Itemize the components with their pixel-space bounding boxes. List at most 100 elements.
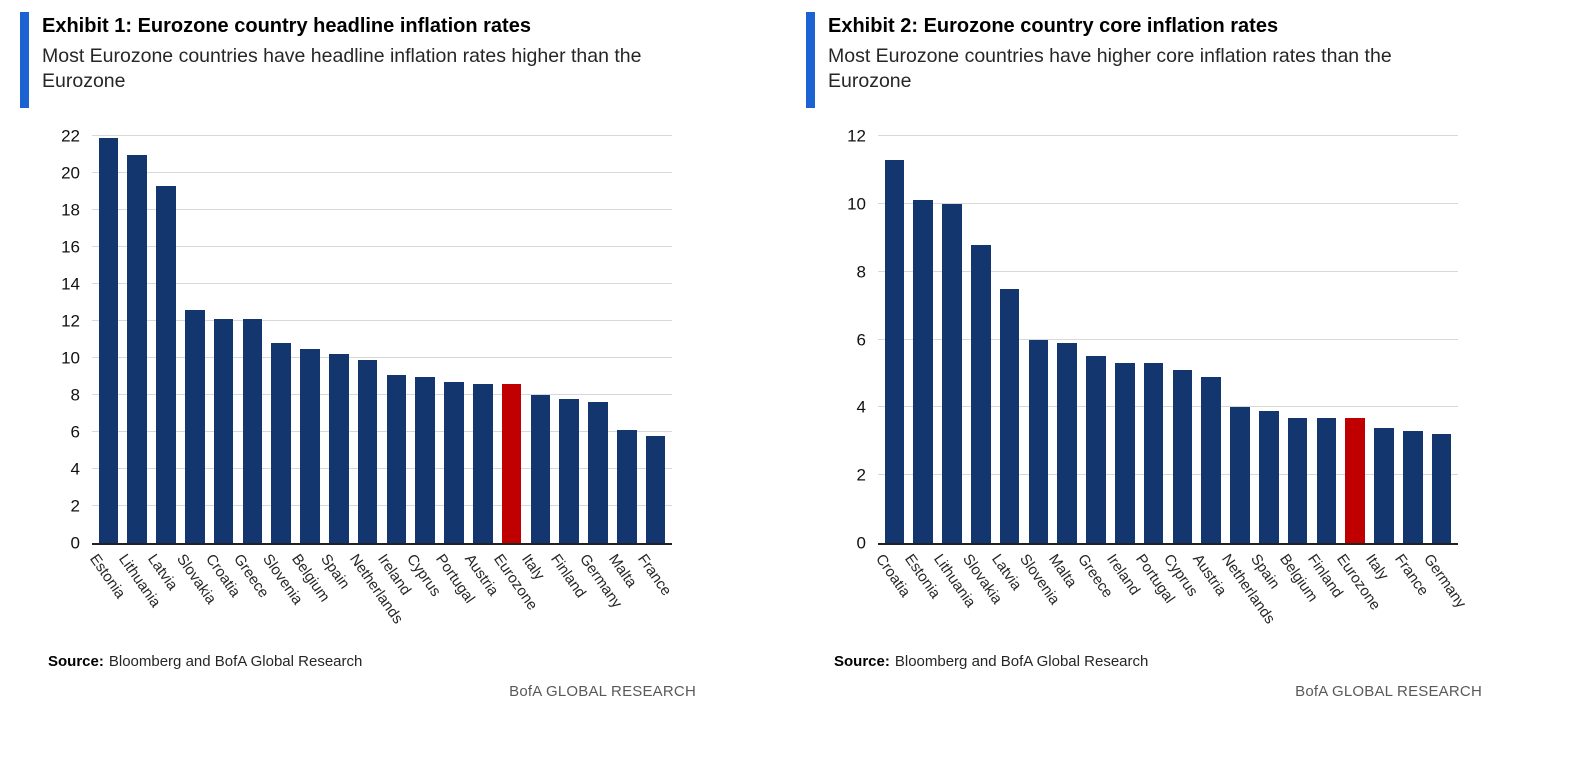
bar-austria [472, 383, 493, 543]
source-line: Source: Bloomberg and BofA Global Researc… [834, 653, 1482, 670]
x-tick-label: Germany [1419, 551, 1469, 612]
bofa-global-research-footer: BofA GLOBAL RESEARCH [509, 683, 696, 700]
bar-slot [995, 136, 1024, 543]
y-tick-label: 2 [856, 465, 866, 485]
bar-slovakia [971, 244, 991, 543]
bar-slot [880, 136, 909, 543]
bar-france [645, 435, 666, 543]
bar-slot [1283, 136, 1312, 543]
source-label: Source: [48, 653, 104, 670]
bar-portugal [1143, 363, 1164, 543]
gridline [92, 135, 672, 136]
bar-france [1402, 431, 1423, 543]
bar-slot [909, 136, 938, 543]
bar-portugal [444, 382, 464, 543]
bar-malta [616, 430, 637, 543]
y-tick-label: 6 [70, 422, 80, 442]
bar-croatia [884, 159, 905, 543]
bar-netherlands [357, 359, 378, 543]
exhibit-1-header: Exhibit 1: Eurozone country headline inf… [20, 12, 750, 108]
exhibit-1-titles: Exhibit 1: Eurozone country headline inf… [42, 12, 690, 108]
source-label: Source: [834, 653, 890, 670]
y-tick-label: 20 [61, 163, 80, 183]
y-tick-label: 8 [856, 262, 866, 282]
panel-footer-block: Source: Bloomberg and BofA Global Researc… [834, 653, 1482, 700]
bar-slovenia [271, 343, 291, 543]
gridline [92, 246, 672, 247]
y-tick-label: 12 [61, 311, 80, 331]
exhibit-subtitle: Most Eurozone countries have headline in… [42, 45, 642, 92]
gridline [92, 172, 672, 173]
headline-inflation-bar-chart: 0 2 4 6 8 10 12 14 16 18 20 22 Estonia Lithuania Latv… [20, 128, 750, 647]
exhibit-title: Exhibit 1: Eurozone country headline inf… [42, 15, 531, 37]
bar-germany [588, 402, 608, 543]
bar-slot [966, 136, 995, 543]
gridline [92, 209, 672, 210]
y-tick-label: 10 [61, 348, 80, 368]
bar-slot [526, 136, 555, 543]
plot-area: 0 2 4 6 8 10 12 [847, 128, 1458, 552]
gridline [92, 431, 672, 432]
gridline [92, 505, 672, 506]
gridline [878, 338, 1458, 340]
gridline [878, 135, 1458, 136]
bar-italy [530, 395, 551, 543]
bar-lithuania [942, 203, 962, 543]
bar-slot [1254, 136, 1283, 543]
bar-slot [267, 136, 296, 543]
gridline [92, 357, 672, 358]
bar-slot [152, 136, 181, 543]
exhibit-2-titles: Exhibit 2: Eurozone country core inflati… [828, 12, 1476, 108]
exhibit-2-header: Exhibit 2: Eurozone country core inflati… [806, 12, 1536, 108]
y-tick-label: 14 [61, 274, 80, 294]
source-text: Bloomberg and BofA Global Research [108, 653, 363, 670]
bar-slot [180, 136, 209, 543]
panel-footer-block: Source: Bloomberg and BofA Global Researc… [48, 653, 696, 700]
y-tick-label: 22 [61, 126, 80, 146]
bar-slot [1139, 136, 1168, 543]
bar-slot [1197, 136, 1226, 543]
y-tick-label: 16 [61, 237, 80, 257]
y-tick-label: 18 [61, 200, 80, 220]
bar-greece [242, 319, 263, 543]
exhibit-subtitle: Most Eurozone countries have higher core… [828, 45, 1392, 92]
y-tick-label: 4 [856, 397, 866, 417]
bar-slot [497, 136, 526, 543]
bar-slot [238, 136, 267, 543]
bar-slovenia [1028, 339, 1049, 543]
exhibit-1-panel: Exhibit 1: Eurozone country headline inf… [20, 12, 750, 700]
bar-netherlands [1230, 407, 1250, 543]
report-page: Exhibit 1: Eurozone country headline inf… [20, 12, 1536, 700]
y-tick-label: 4 [70, 459, 80, 479]
bar-malta [1057, 342, 1077, 543]
bar-slot [1398, 136, 1427, 543]
bar-eurozone [1345, 417, 1365, 543]
bar-cyprus [1172, 370, 1193, 543]
accent-bar [20, 12, 29, 108]
bar-slot [1110, 136, 1139, 543]
exhibit-title: Exhibit 2: Eurozone country core inflati… [828, 15, 1279, 37]
y-tick-label: 12 [847, 126, 866, 146]
gridline [878, 406, 1458, 408]
gridline [92, 320, 672, 321]
bar-slot [94, 136, 123, 543]
bar-slot [1024, 136, 1053, 543]
bar-slot [1370, 136, 1399, 543]
bar-germany [1431, 434, 1452, 543]
y-tick-label: 0 [70, 533, 80, 553]
bar-ireland [386, 374, 407, 543]
bar-belgium [1287, 417, 1308, 543]
bar-lithuania [127, 154, 147, 543]
x-axis-labels: Estonia Lithuania Latvia Slovakia Croatia Gre… [86, 545, 674, 647]
bar-finland [559, 398, 579, 543]
bars [880, 136, 1456, 543]
bar-austria [1201, 376, 1221, 543]
bar-eurozone [501, 383, 522, 543]
gridline [92, 283, 672, 284]
gridlines [92, 135, 672, 543]
bar-slot [938, 136, 967, 543]
gridline [878, 474, 1458, 476]
gridline [92, 468, 672, 469]
bar-slot [209, 136, 238, 543]
bar-ireland [1114, 363, 1135, 543]
